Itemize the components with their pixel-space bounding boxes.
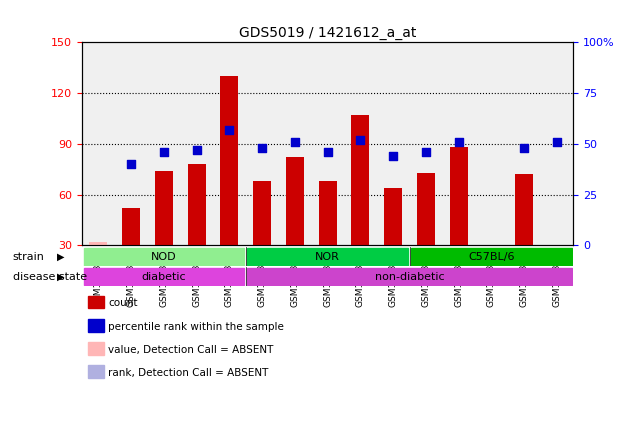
- Text: percentile rank within the sample: percentile rank within the sample: [108, 321, 284, 332]
- Point: [519, 145, 529, 151]
- Text: value, Detection Call = ABSENT: value, Detection Call = ABSENT: [108, 345, 273, 355]
- Point: [421, 148, 431, 155]
- Bar: [286, 157, 304, 245]
- FancyBboxPatch shape: [84, 248, 244, 266]
- Point: [257, 145, 267, 151]
- Point: [355, 136, 365, 143]
- Bar: [515, 174, 533, 245]
- Text: strain: strain: [13, 252, 45, 262]
- Text: rank, Detection Call = ABSENT: rank, Detection Call = ABSENT: [108, 368, 269, 378]
- FancyBboxPatch shape: [411, 248, 571, 266]
- Point: [454, 138, 464, 145]
- Text: C57BL/6: C57BL/6: [468, 252, 515, 262]
- Bar: [319, 181, 336, 245]
- Point: [323, 148, 333, 155]
- Point: [126, 161, 136, 168]
- Bar: [253, 181, 271, 245]
- Point: [159, 148, 169, 155]
- FancyBboxPatch shape: [84, 268, 244, 286]
- FancyBboxPatch shape: [248, 268, 571, 286]
- Bar: [122, 208, 140, 245]
- Point: [192, 146, 202, 153]
- Text: ▶: ▶: [57, 252, 64, 262]
- Text: NOD: NOD: [151, 252, 176, 262]
- Text: ▶: ▶: [57, 272, 64, 282]
- Text: NOR: NOR: [315, 252, 340, 262]
- Bar: [89, 242, 107, 245]
- Bar: [450, 147, 467, 245]
- FancyBboxPatch shape: [248, 248, 408, 266]
- Bar: [417, 173, 435, 245]
- Text: disease state: disease state: [13, 272, 87, 282]
- Bar: [384, 188, 402, 245]
- Text: diabetic: diabetic: [142, 272, 186, 282]
- Point: [388, 153, 398, 159]
- Bar: [188, 164, 205, 245]
- Text: count: count: [108, 298, 138, 308]
- Point: [552, 138, 562, 145]
- Text: non-diabetic: non-diabetic: [375, 272, 444, 282]
- Point: [290, 138, 300, 145]
- Bar: [220, 76, 238, 245]
- Bar: [352, 115, 369, 245]
- Point: [224, 126, 234, 133]
- Title: GDS5019 / 1421612_a_at: GDS5019 / 1421612_a_at: [239, 26, 416, 40]
- Bar: [155, 171, 173, 245]
